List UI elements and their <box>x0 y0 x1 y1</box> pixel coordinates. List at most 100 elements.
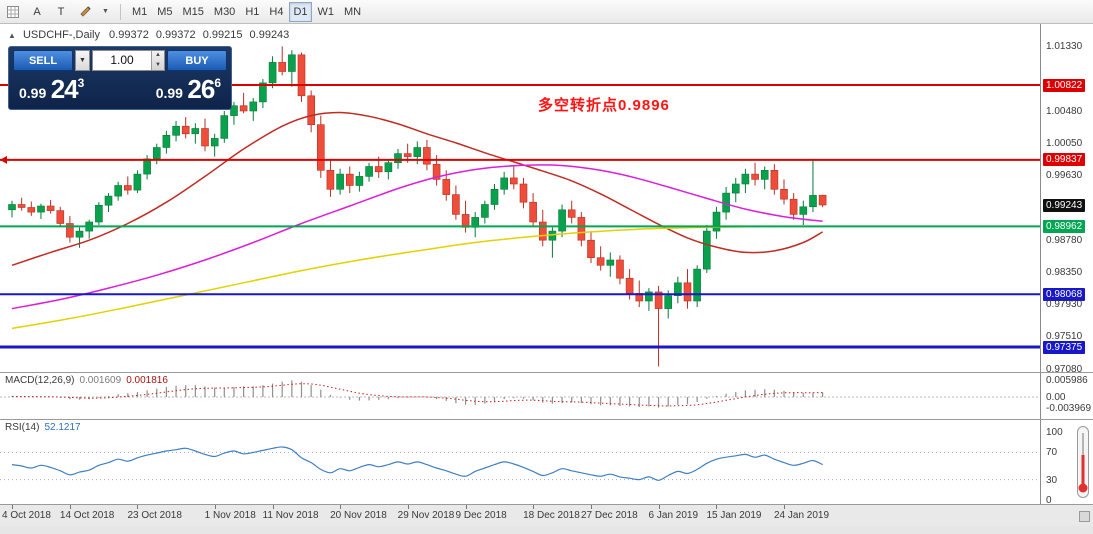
chart-title: ▲ USDCHF-,Daily 0.99372 0.99372 0.99215 … <box>8 29 289 41</box>
price-axis-label-0.98350: 0.98350 <box>1046 267 1083 279</box>
ma-fast-red <box>11 111 823 267</box>
toolbar-separator <box>119 3 121 20</box>
timeframe-button-M30[interactable]: M30 <box>210 2 239 22</box>
lot-size-field[interactable]: 1.00 ▲ ▼ <box>92 50 165 71</box>
time-tick <box>214 505 216 509</box>
cursor-tool-button[interactable]: A <box>26 2 48 22</box>
timeframe-button-H4[interactable]: H4 <box>265 2 287 22</box>
macd-axis-label--0.003969: -0.003969 <box>1046 403 1092 415</box>
time-tick <box>272 505 274 509</box>
macd-axis[interactable]: 0.005986 0.00 -0.003969 <box>1040 373 1093 419</box>
chart-text-annotation: 多空转折点0.9896 <box>538 97 670 114</box>
order-type-dropdown[interactable]: ▼ <box>75 50 90 71</box>
sell-price-quote[interactable]: 0.99 243 <box>19 74 84 105</box>
rsi-axis-label-30: 30 <box>1046 474 1058 486</box>
buy-price-quote[interactable]: 0.99 266 <box>156 74 221 105</box>
macd-axis-label-0.005986: 0.005986 <box>1046 375 1088 387</box>
lot-spin-down-icon[interactable]: ▼ <box>155 61 161 68</box>
price-axis-label-0.97930: 0.97930 <box>1046 299 1083 311</box>
ohlc-low: 0.99215 <box>202 29 243 41</box>
price-axis-label-1.00822: 1.00822 <box>1043 78 1086 92</box>
draw-tool-icon[interactable] <box>74 2 96 22</box>
rsi-label: RSI(14) <box>5 422 40 433</box>
one-click-trading-panel: SELL ▼ 1.00 ▲ ▼ BUY 0.99 243 0.99 <box>8 46 232 110</box>
macd-axis-label-0.00: 0.00 <box>1046 392 1066 403</box>
time-tick <box>591 505 592 509</box>
macd-panel: MACD(12,26,9) 0.001609 0.001816 0.005986 0.… <box>0 372 1093 419</box>
date-label-15-Jan-2019: 15 Jan 2019 <box>706 510 762 521</box>
time-tick <box>137 505 139 509</box>
price-axis-label-1.00480: 1.00480 <box>1046 105 1083 117</box>
rsi-axis-label-100: 100 <box>1046 427 1063 438</box>
macd-main-value: 0.001609 <box>79 375 122 386</box>
time-tick <box>69 505 71 509</box>
time-tick <box>407 505 409 509</box>
date-label-23-Oct-2018: 23 Oct 2018 <box>127 510 182 521</box>
lot-spin-up-icon[interactable]: ▲ <box>155 52 161 58</box>
grid-icon <box>7 5 19 18</box>
date-label-29-Nov-2018: 29 Nov 2018 <box>397 510 455 521</box>
buy-price-prefix: 0.99 <box>155 85 183 101</box>
time-tick <box>658 505 660 509</box>
price-axis-label-0.99630: 0.99630 <box>1046 170 1083 182</box>
ma-slow-yellow <box>11 225 823 330</box>
rsi-axis[interactable]: 100 70 30 0 <box>1040 420 1093 506</box>
timeframe-button-W1[interactable]: W1 <box>314 2 339 22</box>
date-label-4-Oct-2018: 4 Oct 2018 <box>2 510 51 521</box>
ohlc-open: 0.99372 <box>109 29 149 41</box>
date-label-27-Dec-2018: 27 Dec 2018 <box>581 510 638 521</box>
time-tick <box>716 505 718 509</box>
date-label-20-Nov-2018: 20 Nov 2018 <box>330 510 387 521</box>
symbol-period-label: USDCHF-,Daily <box>22 29 100 41</box>
price-axis-label-0.97080: 0.97080 <box>1046 363 1083 375</box>
price-axis[interactable]: 1.01330 1.00822 1.00480 1.00050 0.99837 0.996… <box>1040 24 1093 375</box>
price-axis-label-0.98068: 0.98068 <box>1043 287 1086 301</box>
price-axis-label-0.97510: 0.97510 <box>1046 331 1083 343</box>
sell-price-prefix: 0.99 <box>19 85 47 101</box>
buy-price-point: 6 <box>214 76 221 90</box>
timeframe-button-D1[interactable]: D1 <box>289 1 312 22</box>
macd-label: MACD(12,26,9) <box>5 375 75 386</box>
timeframe-button-MN[interactable]: MN <box>340 2 365 22</box>
lot-spinner[interactable]: ▲ ▼ <box>151 51 164 70</box>
price-axis-label-0.99243: 0.99243 <box>1043 198 1086 212</box>
buy-button[interactable]: BUY <box>167 50 227 71</box>
timeframe-button-M1[interactable]: M1 <box>128 2 151 22</box>
buy-price-pips: 26 <box>187 74 215 104</box>
price-axis-label-0.99837: 0.99837 <box>1043 153 1086 167</box>
corner-resize-box[interactable] <box>1079 511 1090 522</box>
date-label-9-Dec-2018: 9 Dec 2018 <box>455 510 507 521</box>
time-axis[interactable]: 4 Oct 2018 14 Oct 2018 23 Oct 2018 1 Nov 20… <box>0 504 1093 526</box>
draw-tool-dropdown-caret[interactable]: ▼ <box>98 2 113 22</box>
rsi-canvas <box>0 446 1040 481</box>
toolbar-grip-icon[interactable] <box>2 2 24 22</box>
rsi-axis-label-0: 0 <box>1046 495 1052 506</box>
ohlc-high: 0.99372 <box>155 29 196 41</box>
date-label-11-Nov-2018: 11 Nov 2018 <box>262 510 319 521</box>
thermometer-gauge[interactable] <box>1076 425 1090 499</box>
pencil-icon <box>79 6 91 17</box>
date-label-1-Nov-2018: 1 Nov 2018 <box>204 510 256 521</box>
time-tick <box>784 505 785 509</box>
timeframe-group: M1 M5 M15 M30 H1 H4 D1 W1 MN <box>128 1 365 22</box>
rsi-value: 52.1217 <box>44 422 81 433</box>
price-axis-label-0.97375: 0.97375 <box>1043 340 1086 354</box>
rsi-line <box>11 446 823 481</box>
macd-header: MACD(12,26,9) 0.001609 0.001816 <box>5 375 168 386</box>
timeframe-button-M5[interactable]: M5 <box>153 2 176 22</box>
macd-signal-value: 0.001816 <box>126 375 168 386</box>
sell-price-point: 3 <box>77 76 85 90</box>
lot-size-value[interactable]: 1.00 <box>110 53 134 67</box>
date-label-6-Jan-2019: 6 Jan 2019 <box>648 510 699 521</box>
collapse-panel-arrow[interactable]: ▲ <box>8 31 16 40</box>
ma-mid-magenta <box>11 164 823 310</box>
rsi-panel: RSI(14) 52.1217 100 70 30 0 <box>0 419 1093 506</box>
timeframe-button-H1[interactable]: H1 <box>241 2 263 22</box>
candlestick-canvas[interactable] <box>0 24 1040 372</box>
price-axis-label-1.01330: 1.01330 <box>1046 40 1083 52</box>
timeframe-button-M15[interactable]: M15 <box>179 2 208 22</box>
macd-canvas <box>0 380 1040 408</box>
sell-button[interactable]: SELL <box>13 50 73 71</box>
text-tool-button[interactable]: T <box>50 2 72 22</box>
